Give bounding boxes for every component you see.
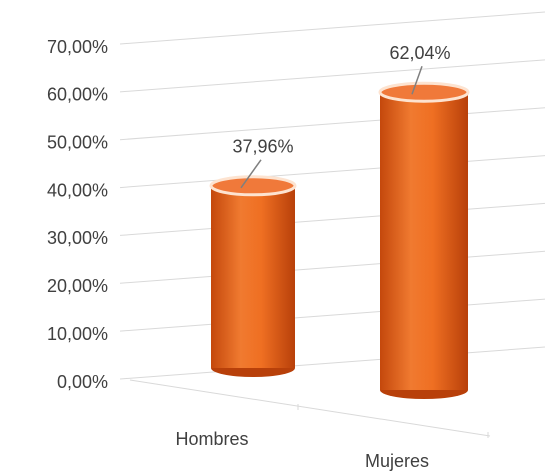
grid-line	[119, 59, 545, 93]
data-label: 62,04%	[389, 43, 450, 63]
y-tick-label: 30,00%	[47, 228, 108, 248]
y-tick-label: 40,00%	[47, 180, 108, 200]
x-tick-label: Hombres	[175, 429, 248, 449]
label-leader	[411, 65, 423, 95]
floor-edge	[129, 379, 491, 437]
data-label: 37,96%	[232, 137, 293, 157]
y-tick-label: 20,00%	[47, 276, 108, 296]
bar	[211, 185, 295, 368]
grid-line	[119, 107, 545, 141]
label-leader	[240, 159, 262, 189]
grid-line	[119, 250, 545, 284]
grid-line	[119, 11, 545, 45]
grid-line	[119, 155, 545, 189]
y-tick-label: 50,00%	[47, 132, 108, 152]
grid-line	[119, 202, 545, 236]
grid-line	[119, 298, 545, 332]
y-tick-label: 70,00%	[47, 37, 108, 57]
bar-top	[378, 81, 470, 103]
x-tick-label: Mujeres	[365, 451, 429, 471]
grid-line	[119, 346, 545, 380]
y-tick-label: 10,00%	[47, 324, 108, 344]
y-tick-label: 0,00%	[57, 372, 108, 392]
bar-top	[209, 175, 297, 197]
y-tick-label: 60,00%	[47, 85, 108, 105]
bar	[380, 92, 468, 390]
